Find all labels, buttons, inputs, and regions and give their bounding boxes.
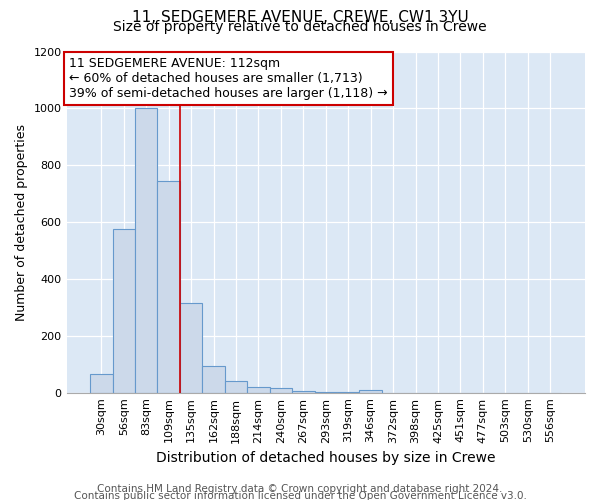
Bar	[157, 181, 180, 392]
Text: Contains public sector information licensed under the Open Government Licence v3: Contains public sector information licen…	[74, 491, 526, 500]
Bar	[247, 387, 269, 392]
Bar	[202, 366, 225, 392]
X-axis label: Distribution of detached houses by size in Crewe: Distribution of detached houses by size …	[156, 451, 496, 465]
Text: Contains HM Land Registry data © Crown copyright and database right 2024.: Contains HM Land Registry data © Crown c…	[97, 484, 503, 494]
Bar	[359, 390, 382, 392]
Bar	[113, 229, 135, 392]
Bar	[135, 108, 157, 393]
Text: 11, SEDGEMERE AVENUE, CREWE, CW1 3YU: 11, SEDGEMERE AVENUE, CREWE, CW1 3YU	[131, 10, 469, 25]
Text: Size of property relative to detached houses in Crewe: Size of property relative to detached ho…	[113, 20, 487, 34]
Bar	[225, 382, 247, 392]
Bar	[90, 374, 113, 392]
Bar	[180, 303, 202, 392]
Text: 11 SEDGEMERE AVENUE: 112sqm
← 60% of detached houses are smaller (1,713)
39% of : 11 SEDGEMERE AVENUE: 112sqm ← 60% of det…	[69, 56, 388, 100]
Y-axis label: Number of detached properties: Number of detached properties	[15, 124, 28, 320]
Bar	[269, 388, 292, 392]
